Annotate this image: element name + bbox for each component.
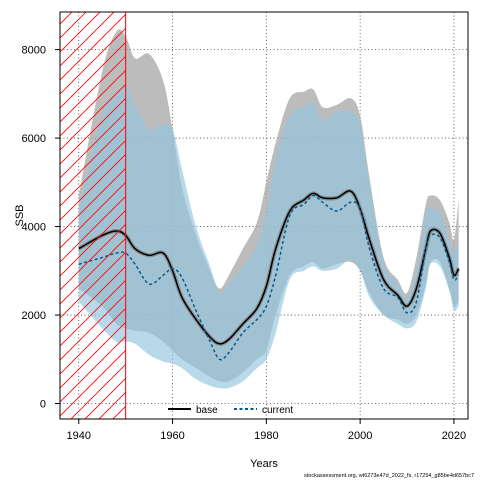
legend-label-current: current [262, 405, 293, 416]
footer-credit: stockassessment.org, wt6273e47d_2022_fs,… [303, 473, 474, 479]
x-tick-label: 2020 [442, 430, 466, 442]
legend-label-base: base [196, 405, 218, 416]
y-tick-label: 2000 [22, 310, 46, 322]
x-tick-label: 1940 [67, 430, 91, 442]
y-tick-label: 8000 [22, 45, 46, 57]
series-line-base [78, 190, 460, 345]
shaded-period [60, 12, 127, 419]
y-tick-label: 4000 [22, 222, 46, 234]
x-tick-label: 1980 [254, 430, 278, 442]
legend: base current [168, 405, 293, 416]
x-tick-label: 2000 [348, 430, 372, 442]
y-tick-label: 0 [40, 399, 46, 411]
plot-area [60, 12, 461, 419]
x-axis-title: Years [250, 458, 278, 470]
axes: 1940 1960 1980 2000 2020 0 2000 4000 6000 8000 Yea… [14, 45, 466, 470]
series-band-current [78, 84, 459, 389]
y-axis-title: SSB [14, 204, 26, 226]
x-tick-label: 1960 [160, 430, 184, 442]
y-tick-label: 6000 [22, 133, 46, 145]
plot-frame [59, 11, 469, 420]
series-line-current [78, 194, 460, 361]
